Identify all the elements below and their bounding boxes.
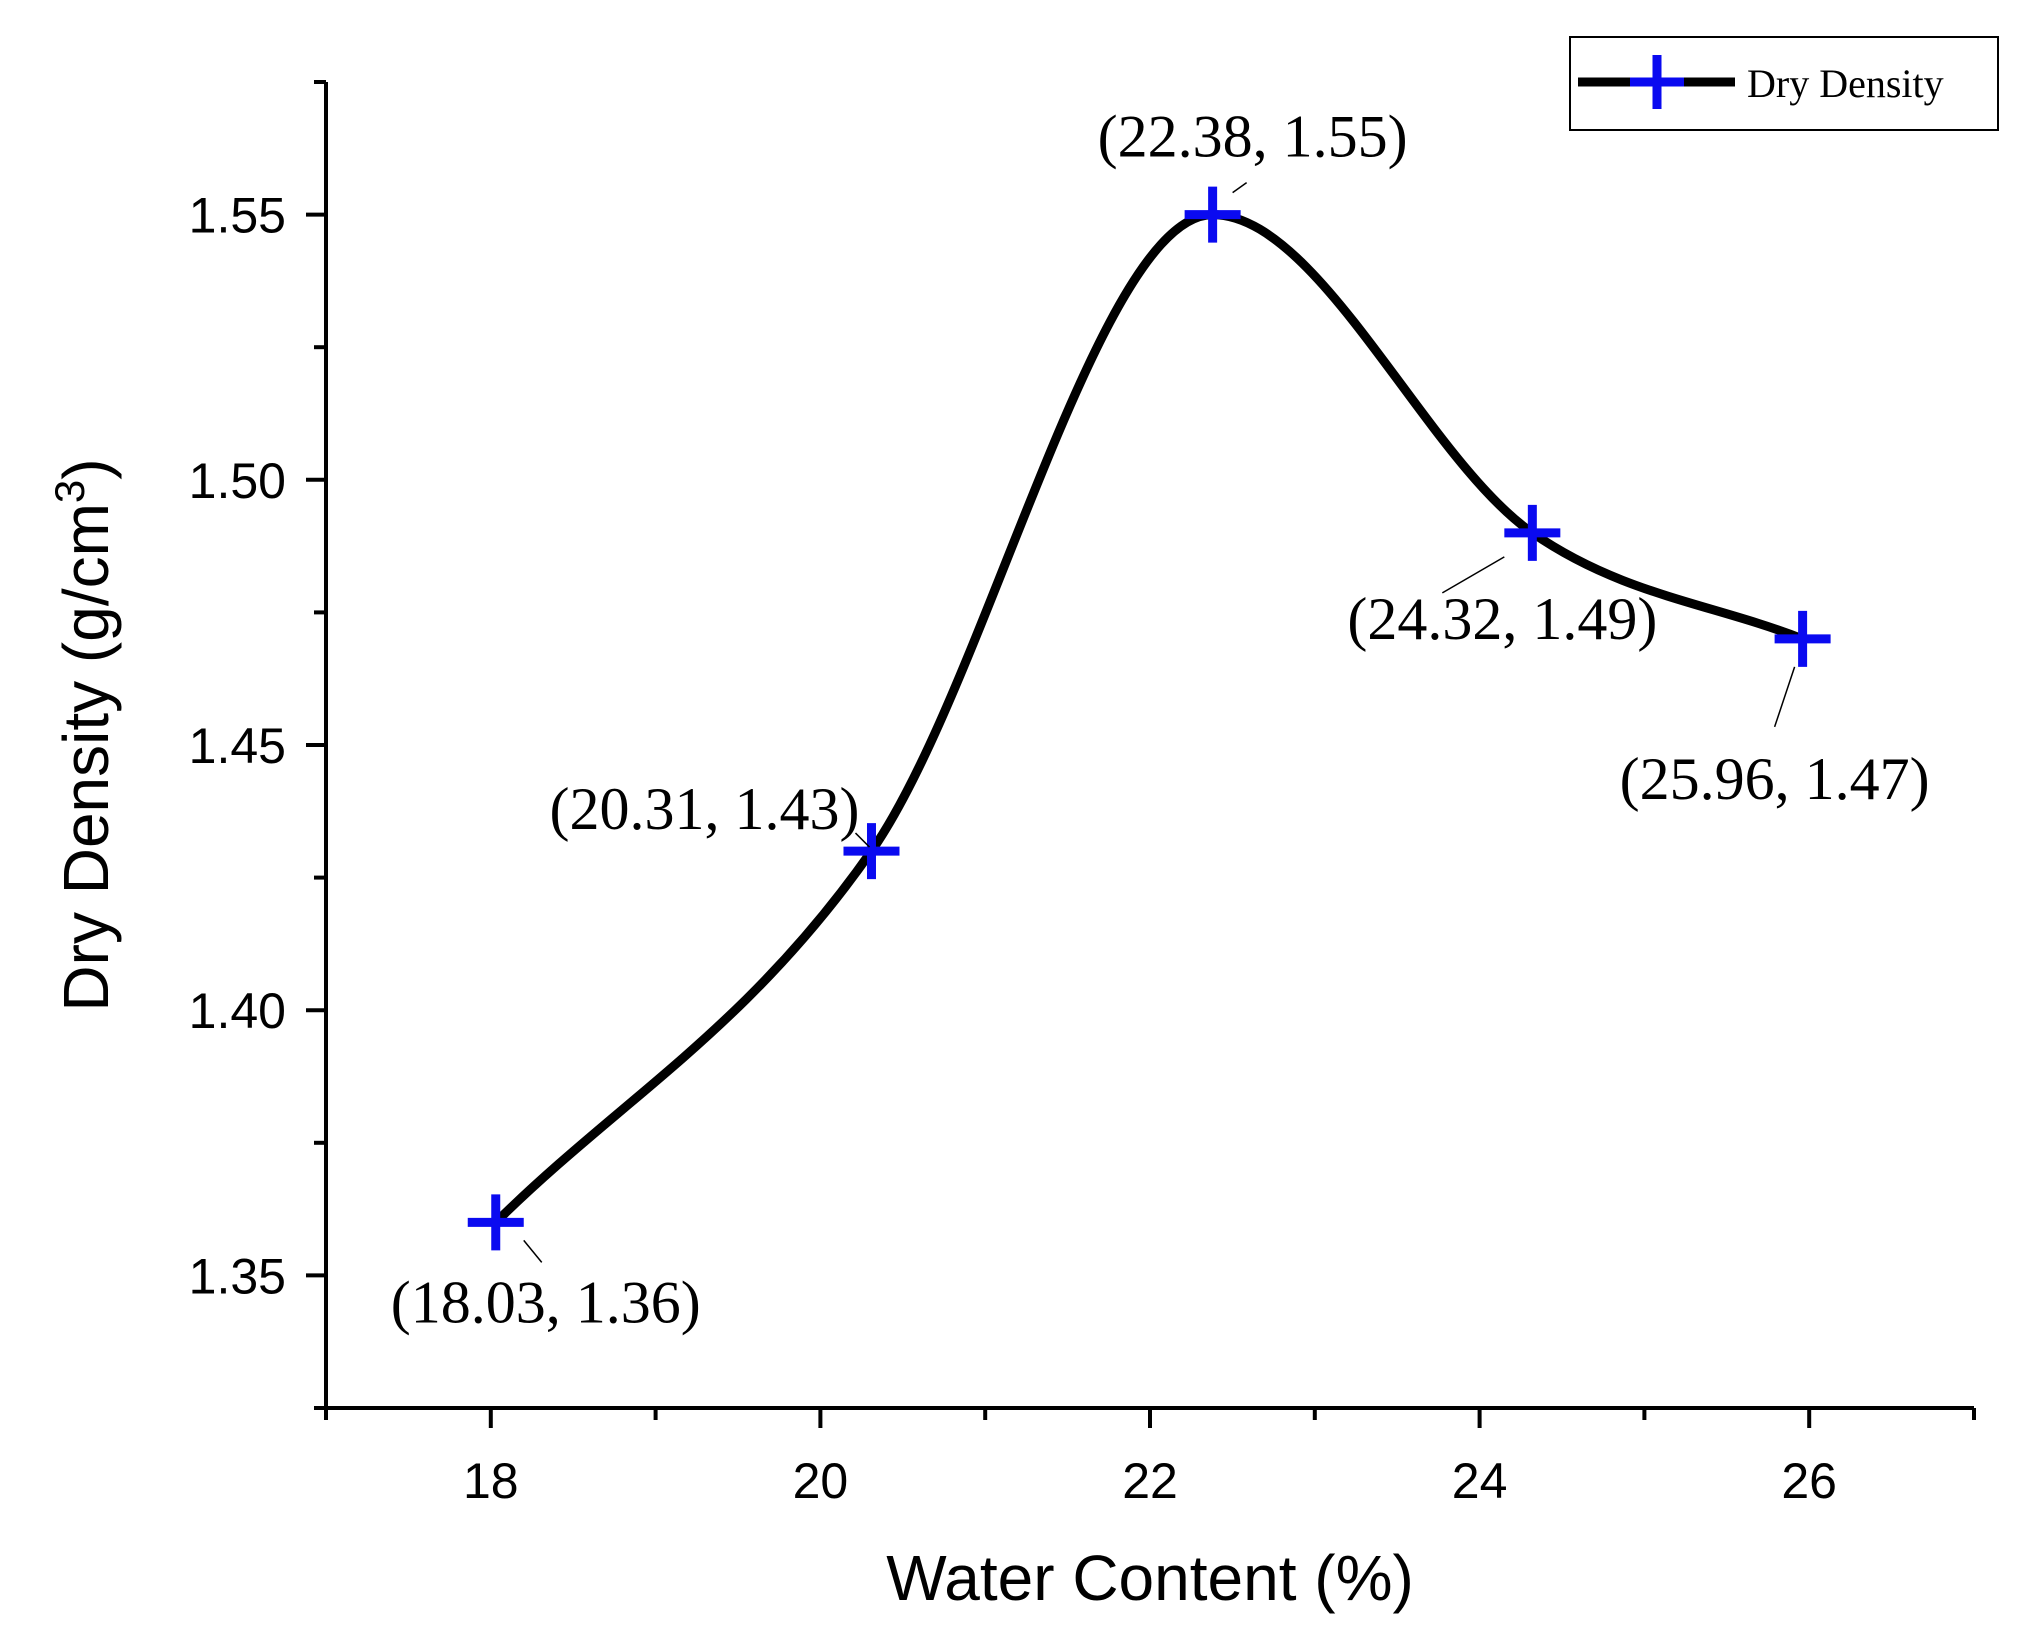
annotation-leader-line <box>1232 181 1248 194</box>
data-point-marker <box>1504 504 1561 561</box>
data-markers <box>467 186 1831 1251</box>
annotation-leader-line <box>1441 556 1505 594</box>
y-axis-title-superscript: 3 <box>46 480 93 503</box>
data-point-marker <box>1774 610 1831 667</box>
x-tick-label: 18 <box>463 1453 519 1509</box>
data-annotation-label: (24.32, 1.49) <box>1347 586 1657 652</box>
data-point-marker <box>467 1194 524 1251</box>
data-annotation-label: (22.38, 1.55) <box>1098 104 1408 170</box>
data-annotations: (18.03, 1.36) (20.31, 1.43) (22.38, 1.55) (… <box>391 104 1930 1336</box>
dry-density-series-line <box>491 210 1808 1227</box>
data-point-marker <box>843 823 900 880</box>
x-tick-label: 26 <box>1781 1453 1837 1509</box>
legend-label: Dry Density <box>1747 61 1944 106</box>
legend: Dry Density <box>1569 36 1999 131</box>
tick-labels: 18 20 22 24 26 1.35 1.40 1.45 1.50 1.55 <box>189 188 1837 1509</box>
data-point-marker <box>1184 186 1241 243</box>
data-annotation-label: (18.03, 1.36) <box>391 1269 701 1335</box>
x-tick-label: 22 <box>1122 1453 1178 1509</box>
x-axis-title: Water Content (%) <box>886 1542 1414 1614</box>
y-tick-label: 1.35 <box>189 1248 286 1304</box>
y-axis-title: Dry Density (g/cm3) <box>46 458 122 1011</box>
y-tick-label: 1.40 <box>189 983 286 1039</box>
y-tick-label: 1.45 <box>189 718 286 774</box>
annotation-leaders <box>523 181 1796 1263</box>
annotation-leader-line <box>523 1239 543 1263</box>
legend-plus-marker-icon <box>1630 55 1684 109</box>
data-annotation-label: (20.31, 1.43) <box>550 776 860 842</box>
data-annotation-label: (25.96, 1.47) <box>1620 746 1930 812</box>
ticks <box>306 80 1976 1428</box>
annotation-leader-line <box>1773 666 1796 728</box>
y-tick-label: 1.50 <box>189 453 286 509</box>
x-tick-label: 20 <box>793 1453 849 1509</box>
x-tick-label: 24 <box>1452 1453 1508 1509</box>
y-axis-title-close: ) <box>50 458 122 479</box>
annotation-leader-line <box>854 832 871 848</box>
y-tick-label: 1.55 <box>189 188 286 244</box>
y-axis-title-main: Dry Density (g/cm <box>50 503 122 1012</box>
